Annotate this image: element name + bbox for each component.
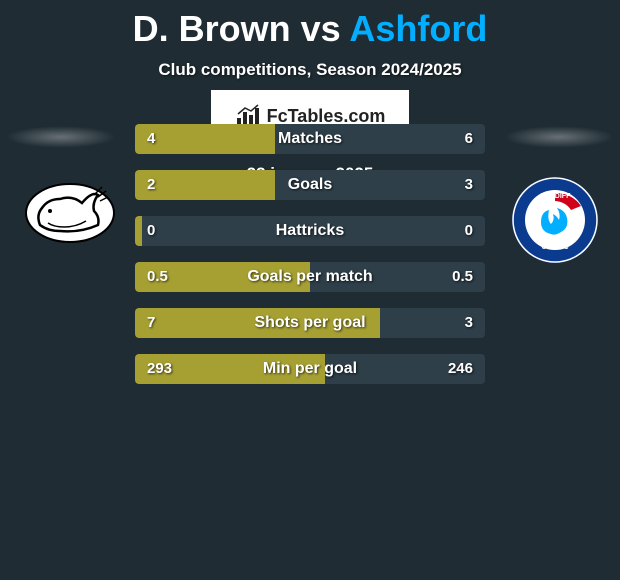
stat-bar-right xyxy=(275,170,485,200)
stat-value-right: 246 xyxy=(448,354,473,384)
stat-row: 73Shots per goal xyxy=(135,308,485,338)
stat-row: 23Goals xyxy=(135,170,485,200)
stat-bar-left xyxy=(135,170,275,200)
stat-bar-left xyxy=(135,308,380,338)
subtitle: Club competitions, Season 2024/2025 xyxy=(0,60,620,80)
stat-row: 293246Min per goal xyxy=(135,354,485,384)
title-vs: vs xyxy=(291,8,350,49)
stat-bar-left xyxy=(135,216,142,246)
derby-county-logo xyxy=(20,173,120,244)
page-title: D. Brown vs Ashford xyxy=(0,0,620,50)
stat-row: 46Matches xyxy=(135,124,485,154)
stat-bar-left xyxy=(135,124,275,154)
stat-value-right: 3 xyxy=(465,170,473,200)
stat-value-left: 293 xyxy=(147,354,172,384)
svg-text:CITY FC: CITY FC xyxy=(541,244,568,251)
stat-row: 0.50.5Goals per match xyxy=(135,262,485,292)
stat-value-right: 6 xyxy=(465,124,473,154)
stat-value-left: 0 xyxy=(147,216,155,246)
stat-bar-right xyxy=(142,216,485,246)
stat-value-right: 0 xyxy=(465,216,473,246)
stat-value-right: 3 xyxy=(465,308,473,338)
stat-value-left: 0.5 xyxy=(147,262,168,292)
stat-value-left: 7 xyxy=(147,308,155,338)
title-player1: D. Brown xyxy=(133,8,291,49)
title-player2: Ashford xyxy=(349,8,487,49)
stat-row: 00Hattricks xyxy=(135,216,485,246)
logo-shadow-right xyxy=(504,126,614,148)
stat-value-right: 0.5 xyxy=(452,262,473,292)
stat-value-left: 4 xyxy=(147,124,155,154)
stat-value-left: 2 xyxy=(147,170,155,200)
stats-container: 46Matches23Goals00Hattricks0.50.5Goals p… xyxy=(135,124,485,400)
svg-text:CARDIFF: CARDIFF xyxy=(540,193,571,200)
stat-bar-right xyxy=(275,124,485,154)
logo-shadow-left xyxy=(6,126,116,148)
cardiff-city-logo: CARDIFF CITY FC xyxy=(511,176,599,264)
